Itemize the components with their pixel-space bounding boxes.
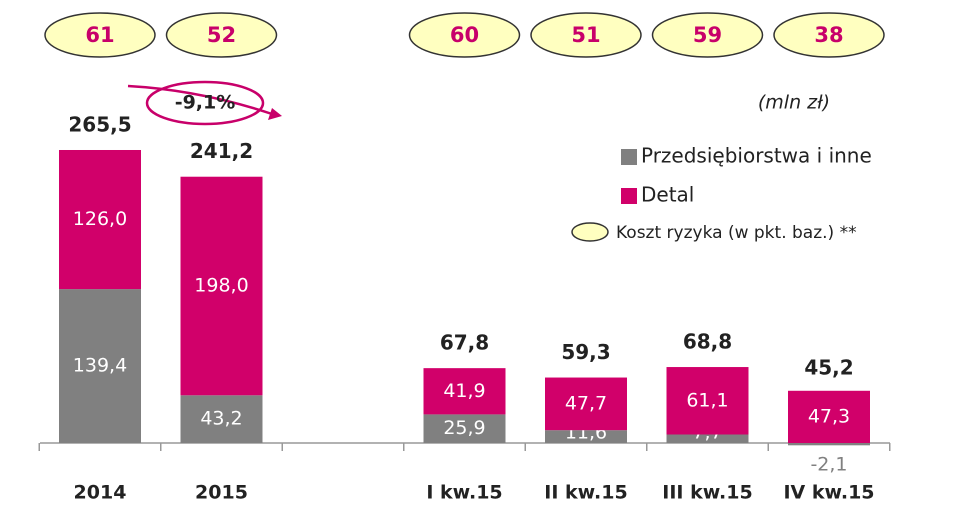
bar-segment — [545, 377, 627, 431]
total-label: 68,8 — [683, 330, 732, 354]
unit-label: (mln zł) — [758, 92, 830, 114]
x-tick-label: II kw.15 — [544, 482, 627, 504]
value-label: 61,1 — [686, 389, 728, 411]
total-label: 45,2 — [804, 356, 853, 380]
bar-segment — [788, 390, 870, 443]
x-tick-label: 2014 — [74, 482, 127, 504]
value-label: 198,0 — [194, 275, 248, 297]
risk-ellipse — [530, 12, 642, 58]
x-tick-label: III kw.15 — [662, 482, 752, 504]
risk-ellipse — [408, 12, 521, 58]
total-label: 241,2 — [190, 139, 253, 163]
total-label: 59,3 — [561, 340, 610, 364]
value-label: 126,0 — [73, 208, 127, 230]
legend-label: Koszt ryzyka (w pkt. baz.) ** — [616, 223, 857, 243]
value-label: 43,2 — [200, 408, 242, 430]
risk-label: 59 — [693, 23, 722, 47]
bar-segment — [666, 434, 749, 443]
risk-ellipse — [44, 12, 156, 58]
value-label: -2,1 — [810, 454, 847, 476]
bar-segment — [59, 149, 141, 290]
legend-swatch — [621, 149, 637, 165]
risk-label: 61 — [85, 23, 114, 47]
risk-label: 60 — [450, 23, 479, 47]
value-label: 47,7 — [565, 392, 607, 414]
x-tick-label: I kw.15 — [426, 482, 502, 504]
risk-label: 52 — [207, 23, 236, 47]
risk-ellipse — [165, 12, 278, 58]
bar-segment — [666, 367, 749, 435]
risk-label: 51 — [571, 23, 600, 47]
bar-segment — [423, 414, 506, 443]
bar-segment — [180, 176, 263, 396]
x-tick-label: 2015 — [195, 482, 248, 504]
bar-segment — [423, 368, 506, 415]
legend-label: Detal — [641, 183, 694, 207]
annotation-ellipse — [145, 80, 265, 126]
bar-segment — [788, 443, 870, 446]
bar-segment — [545, 430, 627, 443]
legend-swatch — [571, 222, 609, 242]
value-label: 47,3 — [808, 405, 850, 427]
value-label: 139,4 — [73, 355, 127, 377]
annotation: -9,1% — [175, 92, 236, 114]
annotation-arrowhead — [268, 108, 282, 120]
risk-label: 38 — [814, 23, 843, 47]
bar-segment — [59, 289, 141, 443]
legend-swatch — [621, 188, 637, 204]
risk-ellipse — [773, 12, 885, 58]
risk-ellipse — [651, 12, 764, 58]
value-label: 41,9 — [443, 380, 485, 402]
annotation-arrow — [127, 84, 273, 116]
bar-segment — [180, 395, 263, 443]
legend-label: Przedsiębiorstwa i inne — [641, 144, 872, 168]
value-label: 25,9 — [443, 417, 485, 439]
total-label: 265,5 — [68, 112, 131, 136]
total-label: 67,8 — [440, 331, 489, 355]
x-tick-label: IV kw.15 — [783, 482, 874, 504]
